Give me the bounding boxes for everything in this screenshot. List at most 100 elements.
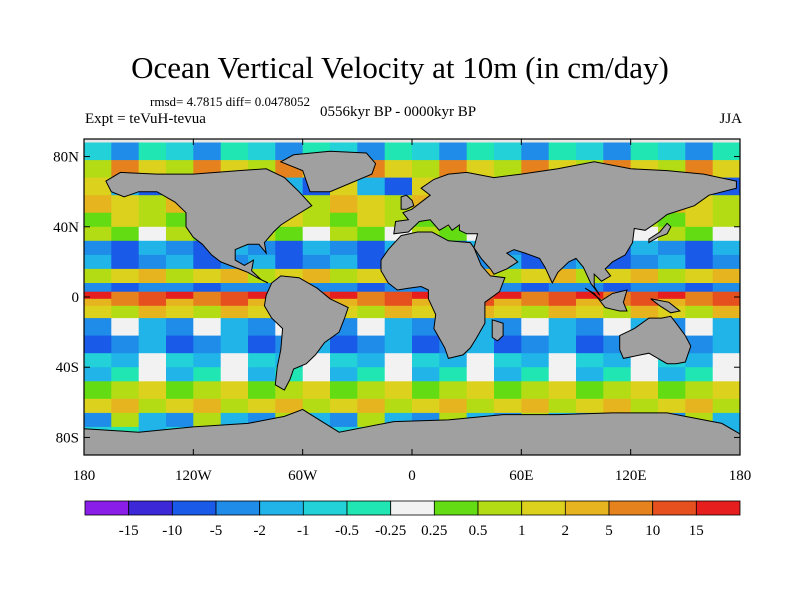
velocity-cell bbox=[220, 283, 249, 293]
velocity-cell bbox=[193, 398, 222, 414]
velocity-cell bbox=[302, 398, 331, 414]
lat-tick-label: 40N bbox=[53, 220, 79, 236]
velocity-cell bbox=[248, 283, 276, 293]
velocity-cell bbox=[166, 381, 194, 400]
velocity-cell bbox=[712, 291, 740, 300]
velocity-cell bbox=[138, 254, 167, 270]
velocity-cell bbox=[111, 291, 140, 300]
velocity-cell bbox=[576, 367, 604, 382]
colorbar-swatch bbox=[346, 500, 392, 516]
velocity-cell bbox=[248, 142, 276, 161]
landmass bbox=[380, 231, 506, 359]
velocity-cell bbox=[138, 195, 167, 214]
velocity-cell bbox=[111, 254, 140, 270]
landmass bbox=[650, 298, 682, 314]
velocity-cell bbox=[685, 335, 714, 354]
landmass bbox=[279, 150, 377, 193]
velocity-cell bbox=[548, 283, 577, 293]
lon-tick-label: 180 bbox=[73, 468, 96, 484]
colorbar-label: -2 bbox=[253, 523, 266, 539]
colorbar-swatch bbox=[390, 500, 435, 516]
velocity-cell bbox=[220, 381, 249, 400]
velocity-cell bbox=[384, 160, 413, 179]
velocity-cell bbox=[248, 381, 276, 400]
velocity-cell bbox=[384, 305, 413, 319]
velocity-cell bbox=[548, 291, 577, 300]
velocity-cell bbox=[685, 254, 714, 270]
period-label: 0556kyr BP - 0000kyr BP bbox=[320, 104, 477, 120]
landmass bbox=[105, 168, 313, 284]
lon-tick-label: 120E bbox=[615, 468, 647, 484]
velocity-cell bbox=[193, 254, 222, 270]
velocity-cell bbox=[712, 353, 740, 368]
velocity-cell bbox=[84, 195, 112, 214]
velocity-cell bbox=[275, 398, 304, 414]
velocity-cell bbox=[384, 381, 413, 400]
velocity-cell bbox=[138, 142, 167, 161]
velocity-cell bbox=[685, 398, 714, 414]
map-plot-area bbox=[84, 139, 740, 455]
velocity-cell bbox=[521, 291, 550, 300]
velocity-cell bbox=[494, 381, 522, 400]
velocity-cell bbox=[576, 353, 604, 368]
velocity-cell bbox=[576, 318, 604, 337]
velocity-cell bbox=[302, 381, 331, 400]
velocity-cell bbox=[166, 226, 194, 242]
velocity-cell bbox=[357, 381, 386, 400]
velocity-cell bbox=[521, 398, 550, 414]
velocity-cell bbox=[111, 398, 140, 414]
velocity-cell bbox=[685, 291, 714, 300]
velocity-cell bbox=[521, 335, 550, 354]
velocity-cell bbox=[576, 298, 604, 307]
velocity-cell bbox=[138, 268, 167, 284]
velocity-cell bbox=[193, 298, 222, 307]
velocity-cell bbox=[712, 335, 740, 354]
velocity-cell bbox=[712, 283, 740, 293]
velocity-cell bbox=[193, 381, 222, 400]
velocity-cell bbox=[275, 254, 304, 270]
velocity-cell bbox=[357, 195, 386, 214]
velocity-cell bbox=[193, 353, 222, 368]
velocity-cell bbox=[630, 291, 659, 300]
colorbar-label: -10 bbox=[162, 523, 182, 539]
velocity-cell bbox=[712, 160, 740, 179]
velocity-cell bbox=[412, 335, 440, 354]
velocity-cell bbox=[630, 298, 659, 307]
colorbar-swatch bbox=[652, 500, 697, 516]
lon-tick-label: 60E bbox=[509, 468, 533, 484]
velocity-cell bbox=[685, 142, 714, 161]
velocity-cell bbox=[603, 318, 632, 337]
velocity-cell bbox=[658, 254, 686, 270]
velocity-cell bbox=[548, 142, 577, 161]
velocity-cell bbox=[712, 142, 740, 161]
velocity-cell bbox=[603, 398, 632, 414]
colorbar-label: 0.5 bbox=[469, 523, 488, 539]
velocity-cell bbox=[111, 298, 140, 307]
lon-tick-label: 0 bbox=[408, 468, 416, 484]
velocity-cell bbox=[630, 381, 659, 400]
landmass bbox=[648, 222, 672, 244]
velocity-cell bbox=[521, 298, 550, 307]
velocity-cell bbox=[685, 283, 714, 293]
velocity-cell bbox=[220, 298, 249, 307]
velocity-cell bbox=[138, 398, 167, 414]
velocity-cell bbox=[330, 240, 358, 256]
velocity-cell bbox=[685, 212, 714, 228]
velocity-cell bbox=[712, 318, 740, 337]
velocity-cell bbox=[166, 412, 194, 428]
velocity-cell bbox=[712, 195, 740, 214]
velocity-cell bbox=[685, 226, 714, 242]
velocity-cell bbox=[630, 142, 659, 161]
velocity-cell bbox=[330, 335, 358, 354]
velocity-cell bbox=[712, 268, 740, 284]
velocity-cell bbox=[658, 381, 686, 400]
landmass bbox=[491, 319, 504, 342]
velocity-cell bbox=[248, 254, 276, 270]
velocity-cell bbox=[330, 367, 358, 382]
velocity-cell bbox=[357, 254, 386, 270]
velocity-cell bbox=[248, 298, 276, 307]
velocity-cell bbox=[193, 268, 222, 284]
velocity-cell bbox=[685, 305, 714, 319]
velocity-cell bbox=[84, 254, 112, 270]
colorbar-swatch bbox=[477, 500, 523, 516]
